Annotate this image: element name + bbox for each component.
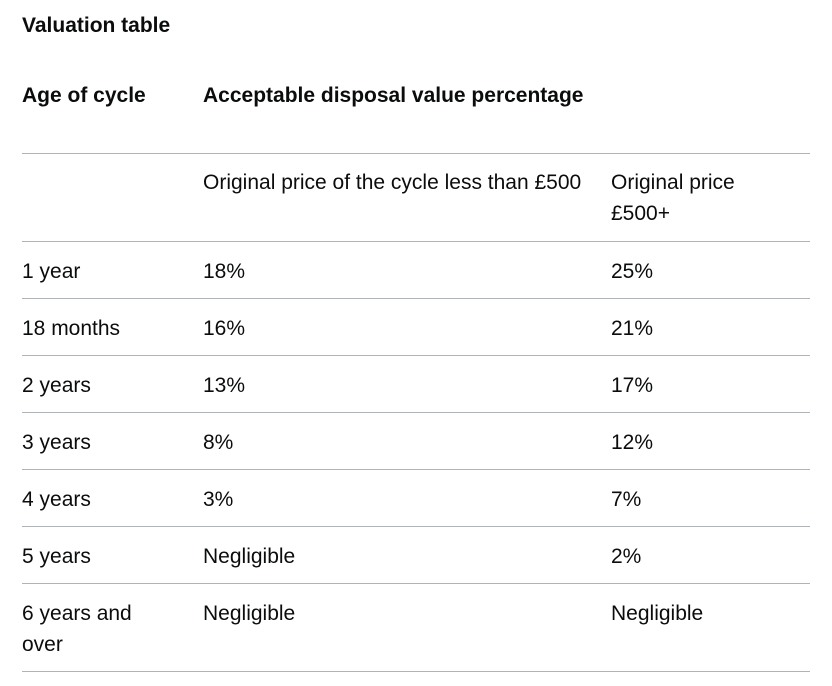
table-row: 2 years 13% 17% — [22, 355, 810, 413]
header-empty — [611, 79, 810, 154]
cell-under-500: 8% — [203, 412, 611, 470]
cell-under-500: Negligible — [203, 583, 611, 672]
cell-under-500: Negligible — [203, 526, 611, 584]
table-row: 3 years 8% 12% — [22, 412, 810, 470]
table-row: 5 years Negligible 2% — [22, 526, 810, 584]
valuation-table: Age of cycle Acceptable disposal value p… — [22, 79, 810, 672]
subheader-500-plus: Original price £500+ — [611, 153, 810, 242]
cell-500-plus: 2% — [611, 526, 810, 584]
table-subheader-row: Original price of the cycle less than £5… — [22, 153, 810, 242]
table-row: 4 years 3% 7% — [22, 469, 810, 527]
cell-under-500: 16% — [203, 298, 611, 356]
cell-age: 5 years — [22, 526, 203, 584]
table-row: 1 year 18% 25% — [22, 241, 810, 299]
cell-500-plus: 21% — [611, 298, 810, 356]
cell-500-plus: 12% — [611, 412, 810, 470]
table-header-row: Age of cycle Acceptable disposal value p… — [22, 79, 810, 154]
cell-500-plus: 7% — [611, 469, 810, 527]
cell-under-500: 13% — [203, 355, 611, 413]
cell-age: 4 years — [22, 469, 203, 527]
cell-500-plus: Negligible — [611, 583, 810, 672]
table-row: 6 years and over Negligible Negligible — [22, 583, 810, 672]
cell-age: 18 months — [22, 298, 203, 356]
cell-age: 6 years and over — [22, 583, 203, 672]
subheader-empty — [22, 153, 203, 242]
subheader-under-500: Original price of the cycle less than £5… — [203, 153, 611, 242]
cell-age: 1 year — [22, 241, 203, 299]
header-acceptable-disposal-value: Acceptable disposal value percentage — [203, 79, 611, 154]
cell-under-500: 18% — [203, 241, 611, 299]
cell-age: 2 years — [22, 355, 203, 413]
cell-under-500: 3% — [203, 469, 611, 527]
table-caption: Valuation table — [22, 14, 171, 37]
header-age-of-cycle: Age of cycle — [22, 79, 203, 154]
cell-age: 3 years — [22, 412, 203, 470]
table-row: 18 months 16% 21% — [22, 298, 810, 356]
cell-500-plus: 17% — [611, 355, 810, 413]
cell-500-plus: 25% — [611, 241, 810, 299]
